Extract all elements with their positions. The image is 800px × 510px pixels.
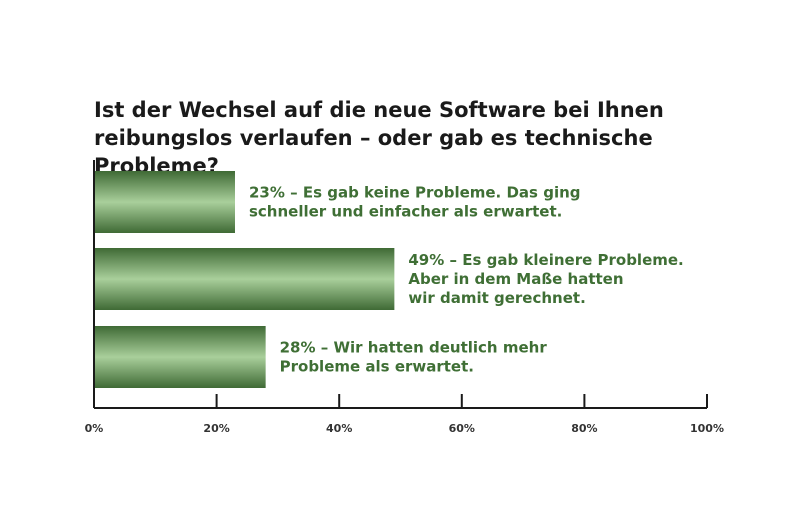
bar-1 — [94, 171, 235, 233]
x-tick-label-20: 20% — [203, 422, 229, 435]
x-tick-label-60: 60% — [449, 422, 475, 435]
x-tick-label-40: 40% — [326, 422, 352, 435]
x-tick-label-100: 100% — [690, 422, 724, 435]
bar-2 — [94, 248, 395, 310]
x-tick-label-80: 80% — [571, 422, 597, 435]
x-tick-label-0: 0% — [85, 422, 104, 435]
bar-label-3: 28% – Wir hatten deutlich mehr Probleme a… — [280, 339, 548, 376]
bar-label-1: 23% – Es gab keine Probleme. Das ging sch… — [249, 184, 581, 221]
bar-3 — [94, 326, 266, 388]
bar-label-2: 49% – Es gab kleinere Probleme. Aber in d… — [408, 251, 683, 307]
chart-title: Ist der Wechsel auf die neue Software be… — [94, 98, 664, 178]
